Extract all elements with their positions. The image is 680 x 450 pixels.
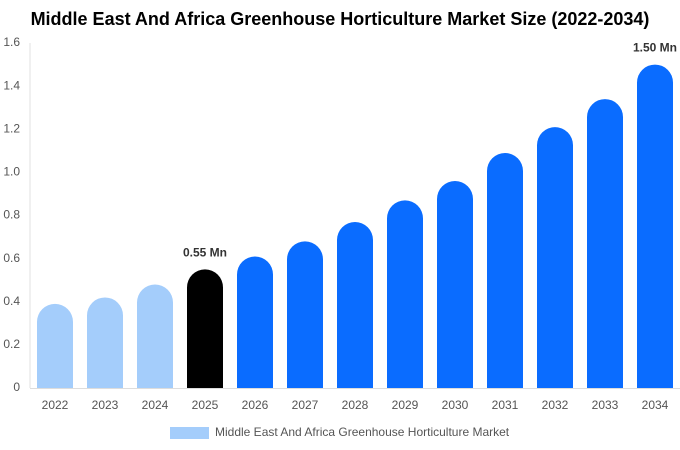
bar <box>487 152 523 388</box>
x-tick-label: 2022 <box>42 398 69 412</box>
bar <box>387 200 423 388</box>
bar <box>137 284 173 388</box>
x-tick-label: 2031 <box>492 398 519 412</box>
y-tick-label: 1.0 <box>3 165 20 179</box>
bar <box>537 127 573 389</box>
y-tick-label: 0 <box>13 380 20 394</box>
x-tick-label: 2027 <box>292 398 319 412</box>
bar <box>587 99 623 388</box>
x-tick-label: 2029 <box>392 398 419 412</box>
y-tick-label: 1.4 <box>3 78 20 92</box>
chart-title: Middle East And Africa Greenhouse Hortic… <box>31 9 650 29</box>
x-tick-label: 2030 <box>442 398 469 412</box>
x-tick-label: 2028 <box>342 398 369 412</box>
value-label: 1.50 Mn <box>633 41 677 55</box>
bar <box>37 303 73 388</box>
x-tick-label: 2024 <box>142 398 169 412</box>
y-tick-label: 0.4 <box>3 294 20 308</box>
y-tick-label: 0.8 <box>3 208 20 222</box>
x-tick-label: 2023 <box>92 398 119 412</box>
y-tick-label: 0.2 <box>3 337 20 351</box>
y-tick-label: 0.6 <box>3 251 20 265</box>
x-tick-label: 2033 <box>592 398 619 412</box>
x-tick-label: 2032 <box>542 398 569 412</box>
bar <box>287 241 323 388</box>
legend-swatch <box>170 427 209 439</box>
x-tick-label: 2026 <box>242 398 269 412</box>
y-tick-label: 1.6 <box>3 35 20 49</box>
bar <box>337 221 373 388</box>
value-label: 0.55 Mn <box>183 246 227 260</box>
x-tick-label: 2034 <box>642 398 669 412</box>
bar <box>437 181 473 388</box>
bar <box>187 269 223 388</box>
bar <box>87 297 123 388</box>
bar <box>237 256 273 388</box>
x-tick-label: 2025 <box>192 398 219 412</box>
legend-label: Middle East And Africa Greenhouse Hortic… <box>215 425 510 439</box>
bar <box>637 64 673 389</box>
y-tick-label: 1.2 <box>3 121 20 135</box>
